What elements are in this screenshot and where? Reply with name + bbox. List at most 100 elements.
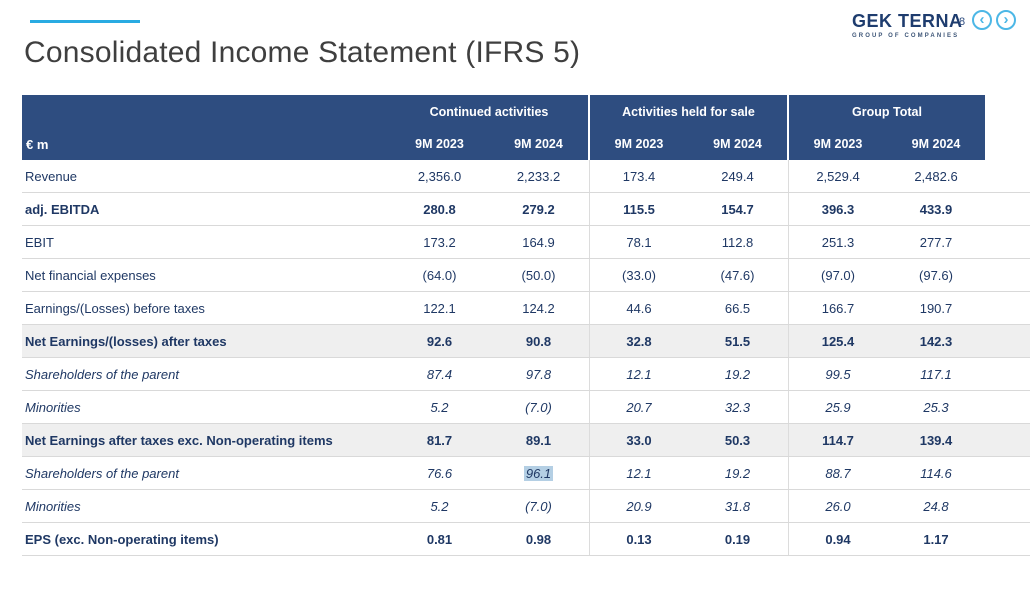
column-header: 9M 2023 xyxy=(590,128,688,160)
table-row: adj. EBITDA 280.8 279.2 115.5 154.7 396.… xyxy=(22,193,1030,226)
cell-value: 96.1 xyxy=(489,465,588,481)
column-header: 9M 2024 xyxy=(489,128,588,160)
cell-value: 112.8 xyxy=(721,234,754,250)
cell-value: 5.2 xyxy=(430,399,449,415)
column-separator xyxy=(787,226,789,258)
cell-value: 173.4 xyxy=(622,168,656,184)
table-group-header-row: Continued activities Activities held for… xyxy=(22,95,1030,128)
cell-value: 154.7 xyxy=(721,201,754,217)
cell-value: 0.81 xyxy=(426,531,453,547)
column-header: 9M 2023 xyxy=(789,128,887,160)
corner-cell xyxy=(22,95,390,128)
cell-value: 76.6 xyxy=(426,465,453,481)
cell-value: 66.5 xyxy=(724,300,751,316)
logo-tagline: GROUP OF COMPANIES xyxy=(852,33,960,39)
ghost-cell xyxy=(985,391,1030,423)
cell-value: 90.8 xyxy=(525,333,552,349)
cell-value: 19.2 xyxy=(724,465,751,481)
company-logo: GEK TERNA GROUP OF COMPANIES xyxy=(852,11,963,39)
cell-value: 19.2 xyxy=(724,366,751,382)
logo-wordmark: GEK TERNA xyxy=(852,11,963,31)
group-header-group-total: Group Total xyxy=(789,95,985,128)
column-header: 9M 2024 xyxy=(688,128,787,160)
cell-value: 125.4 xyxy=(821,333,855,349)
column-separator xyxy=(588,160,590,192)
column-separator xyxy=(588,259,590,291)
cell-value: 139.4 xyxy=(919,432,953,448)
table-row: Net Earnings/(losses) after taxes 92.6 9… xyxy=(22,325,1030,358)
cell-value: 26.0 xyxy=(825,498,851,514)
group-header-continued-activities: Continued activities xyxy=(390,95,588,128)
column-separator xyxy=(588,128,590,160)
cell-value: 2,233.2 xyxy=(516,168,561,184)
ghost-cell xyxy=(985,259,1030,291)
chevron-left-icon: ‹ xyxy=(979,11,985,28)
column-separator xyxy=(588,193,590,225)
column-separator xyxy=(787,325,789,357)
column-separator xyxy=(787,490,789,522)
table-row: EBIT 173.2 164.9 78.1 112.8 251.3 277.7 xyxy=(22,226,1030,259)
ghost-cell xyxy=(985,523,1030,555)
column-separator xyxy=(588,358,590,390)
column-separator xyxy=(588,292,590,324)
column-separator xyxy=(787,259,789,291)
cell-value: 433.9 xyxy=(919,201,953,217)
table-row: EPS (exc. Non-operating items) 0.81 0.98… xyxy=(22,523,1030,556)
cell-value: 173.2 xyxy=(423,234,456,250)
next-slide-button[interactable]: › xyxy=(996,10,1016,30)
cell-value: 99.5 xyxy=(825,366,851,382)
column-separator xyxy=(787,128,789,160)
column-separator xyxy=(787,160,789,192)
row-label: EPS (exc. Non-operating items) xyxy=(25,531,219,547)
ghost-cell xyxy=(985,358,1030,390)
column-separator xyxy=(588,490,590,522)
cell-value: 115.5 xyxy=(623,201,655,217)
column-separator xyxy=(787,292,789,324)
row-label: Shareholders of the parent xyxy=(25,366,179,382)
income-statement-table: Continued activities Activities held for… xyxy=(22,95,1030,556)
cell-value: 279.2 xyxy=(522,201,555,217)
cell-value: 20.7 xyxy=(626,399,652,415)
ghost-cell xyxy=(985,457,1030,489)
ghost-cell xyxy=(985,325,1030,357)
row-label: Net Earnings after taxes exc. Non-operat… xyxy=(25,432,333,448)
column-separator xyxy=(787,95,789,128)
ghost-cell xyxy=(985,95,1030,128)
table-row: Net Earnings after taxes exc. Non-operat… xyxy=(22,424,1030,457)
cell-value: 124.2 xyxy=(522,300,555,316)
table-row: Shareholders of the parent 87.4 97.8 12.… xyxy=(22,358,1030,391)
column-separator xyxy=(588,226,590,258)
cell-value: 251.3 xyxy=(821,234,855,250)
cell-value: 166.7 xyxy=(821,300,855,316)
cell-value: 24.8 xyxy=(923,498,949,514)
ghost-cell xyxy=(985,128,1030,160)
cell-value: 20.9 xyxy=(626,498,652,514)
cell-value: (7.0) xyxy=(525,498,552,514)
cell-value: 25.9 xyxy=(825,399,851,415)
column-separator xyxy=(787,358,789,390)
cell-value: 1.17 xyxy=(923,531,949,547)
cell-value: 2,356.0 xyxy=(417,168,462,184)
cell-value: 44.6 xyxy=(626,300,652,316)
column-separator xyxy=(787,523,789,555)
cell-value: 0.19 xyxy=(724,531,751,547)
column-separator xyxy=(588,95,590,128)
cell-value: (7.0) xyxy=(525,399,552,415)
previous-slide-button[interactable]: ‹ xyxy=(972,10,992,30)
column-separator xyxy=(588,391,590,423)
cell-value: 190.7 xyxy=(919,300,953,316)
column-separator xyxy=(787,193,789,225)
group-header-activities-held-for-sale: Activities held for sale xyxy=(590,95,787,128)
ghost-cell xyxy=(985,160,1030,192)
cell-value: (50.0) xyxy=(521,267,556,283)
row-label: adj. EBITDA xyxy=(25,201,100,217)
row-label: Minorities xyxy=(25,399,81,415)
cell-value: 88.7 xyxy=(825,465,851,481)
column-separator xyxy=(588,424,590,456)
row-label: Minorities xyxy=(25,498,81,514)
cell-value: 33.0 xyxy=(626,432,652,448)
unit-label: € m xyxy=(22,128,390,160)
column-separator xyxy=(787,457,789,489)
cell-value: (64.0) xyxy=(422,267,457,283)
